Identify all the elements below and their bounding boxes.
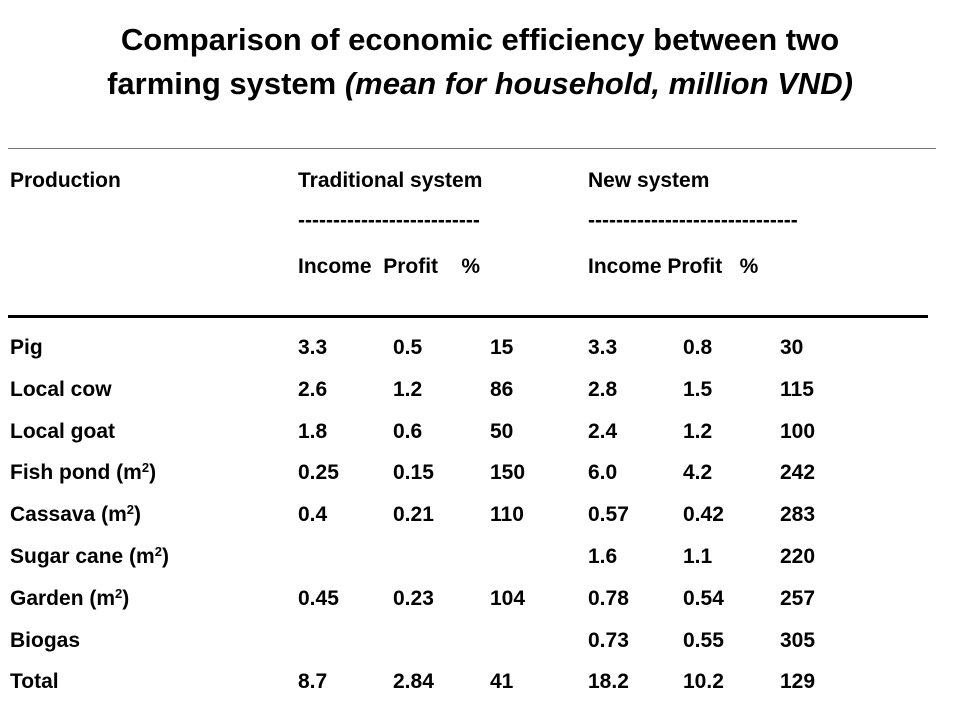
cell-n-profit: 1.2 [683,420,713,443]
cell-n-income: 2.4 [588,420,618,443]
cell-n-income: 2.8 [588,378,618,401]
cell-t-pct: 41 [490,670,514,693]
row-label-text: Local cow [10,378,112,401]
cell-n-pct: 242 [780,461,816,484]
row-label: Garden (m2) [10,586,129,612]
cell-n-profit: 0.42 [683,503,724,526]
cell-t-income: 3.3 [298,336,328,359]
cell-n-profit: 0.8 [683,336,713,359]
top-divider [8,148,936,149]
header-production: Production [10,169,121,192]
title-line-1: Comparison of economic efficiency betwee… [120,22,840,57]
title-line-2-plain: farming system [107,66,345,101]
cell-n-pct: 129 [780,670,816,693]
header-new-subcolumns: Income Profit % [588,255,759,278]
cell-n-income: 1.6 [588,545,618,568]
unit-superscript: 2 [154,544,162,559]
row-label: Local goat [10,419,115,445]
row-label-text: Pig [10,336,43,359]
header-new-dashes: ------------------------------ [588,209,798,232]
cell-n-pct: 115 [780,378,814,401]
cell-n-pct: 305 [780,629,816,652]
row-label-text: Biogas [10,629,81,652]
header-new-system: New system [588,169,710,192]
cell-t-pct: 104 [490,587,526,610]
cell-t-income: 0.45 [298,587,339,610]
unit-superscript: 2 [126,502,134,517]
header-divider [8,315,928,318]
cell-n-profit: 0.54 [683,587,724,610]
cell-n-profit: 10.2 [683,670,724,693]
title-line-2: farming system (mean for household, mill… [0,62,960,106]
row-label: Total [10,669,59,695]
cell-n-pct: 30 [780,336,804,359]
row-label-suffix: ) [161,545,169,568]
cell-t-income: 0.4 [298,503,328,526]
cell-n-income: 0.78 [588,587,629,610]
cell-t-profit: 0.23 [393,587,434,610]
cell-t-income: 1.8 [298,420,328,443]
header-traditional-subcolumns: Income Profit % [298,255,481,278]
row-label-suffix: ) [149,461,157,484]
row-label: Local cow [10,377,112,403]
cell-n-income: 0.57 [588,503,629,526]
cell-t-pct: 110 [490,503,524,526]
cell-n-pct: 100 [780,420,816,443]
row-label: Biogas [10,628,80,654]
cell-t-profit: 0.21 [393,503,434,526]
cell-t-income: 0.25 [298,461,339,484]
unit-superscript: 2 [141,460,150,475]
page-title: Comparison of economic efficiency betwee… [0,18,960,106]
cell-t-profit: 0.15 [393,461,434,484]
cell-t-profit: 1.2 [393,378,423,401]
row-label: Pig [10,335,43,361]
cell-t-profit: 2.84 [393,670,434,693]
cell-t-pct: 15 [490,336,514,359]
cell-t-income: 2.6 [298,378,328,401]
cell-t-profit: 0.6 [393,420,423,443]
cell-t-pct: 86 [490,378,514,401]
cell-n-income: 18.2 [588,670,629,693]
cell-n-income: 6.0 [588,461,618,484]
cell-n-pct: 257 [780,587,816,610]
cell-n-profit: 4.2 [683,461,713,484]
cell-t-income: 8.7 [298,670,328,693]
cell-n-pct: 220 [780,545,816,568]
header-traditional-system: Traditional system [298,169,483,192]
row-label-text: Total [10,670,59,693]
row-label: Cassava (m2) [10,502,141,528]
unit-superscript: 2 [115,586,123,601]
row-label-text: Fish pond (m [10,461,142,484]
row-label: Sugar cane (m2) [10,544,169,570]
row-label-text: Garden (m [10,587,116,610]
cell-n-income: 0.73 [588,629,629,652]
cell-t-profit: 0.5 [393,336,423,359]
header-traditional-dashes: -------------------------- [298,209,480,232]
row-label-suffix: ) [122,587,130,610]
row-label-text: Sugar cane (m [10,545,155,568]
cell-n-pct: 283 [780,503,816,526]
cell-t-pct: 50 [490,420,514,443]
cell-n-profit: 1.1 [683,545,713,568]
cell-n-profit: 1.5 [683,378,713,401]
row-label-suffix: ) [133,503,141,526]
cell-n-income: 3.3 [588,336,618,359]
cell-t-pct: 150 [490,461,526,484]
row-label-text: Local goat [10,420,116,443]
title-line-2-italic: (mean for household, million VND) [344,66,853,101]
row-label: Fish pond (m2) [10,460,156,486]
cell-n-profit: 0.55 [683,629,724,652]
row-label-text: Cassava (m [10,503,127,526]
